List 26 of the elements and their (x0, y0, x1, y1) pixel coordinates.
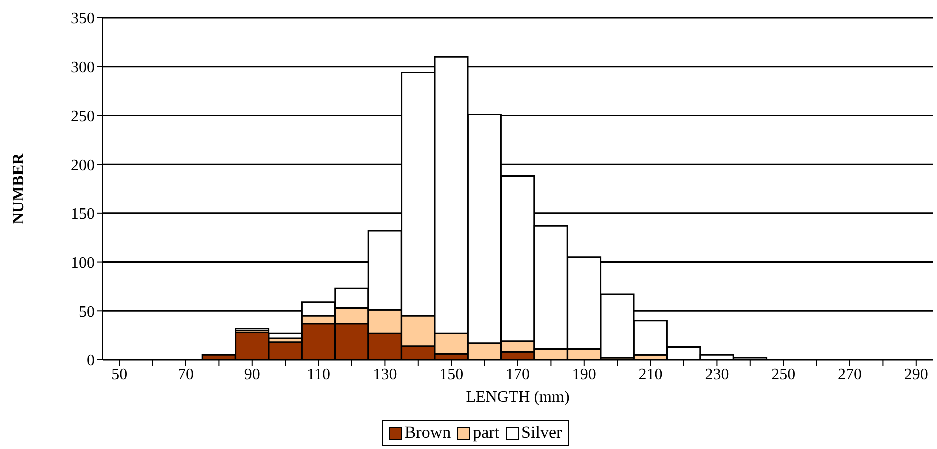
y-tick-label: 150 (71, 206, 95, 224)
x-axis-title: LENGTH (mm) (466, 389, 570, 406)
x-tick-label: 270 (838, 366, 862, 384)
x-tick-label: 150 (440, 366, 464, 384)
y-tick-label: 200 (71, 157, 95, 174)
x-tick-label: 170 (506, 366, 530, 384)
legend-label: Brown (404, 423, 452, 443)
x-tick-label: 190 (572, 366, 596, 384)
x-tick-label: 90 (244, 366, 260, 384)
y-tick-label: 300 (71, 60, 95, 77)
x-tick-label: 130 (373, 366, 398, 384)
y-tick-label: 250 (71, 108, 95, 126)
legend-label: Silver (520, 423, 562, 443)
y-axis-title: NUMBER (10, 153, 28, 225)
x-tick-label: 290 (904, 366, 928, 384)
x-tick-label: 210 (638, 366, 663, 384)
y-tick-label: 100 (71, 254, 95, 272)
x-tick-label: 70 (178, 366, 194, 384)
x-tick-label: 50 (112, 366, 128, 384)
x-tick-label: 250 (772, 366, 796, 384)
y-tick-label: 50 (79, 304, 95, 321)
y-tick-label: 350 (71, 10, 95, 28)
x-tick-label: 230 (705, 366, 730, 384)
x-tick-label: 110 (307, 366, 331, 384)
legend-label: part (472, 423, 500, 443)
y-tick-label: 0 (87, 352, 95, 370)
